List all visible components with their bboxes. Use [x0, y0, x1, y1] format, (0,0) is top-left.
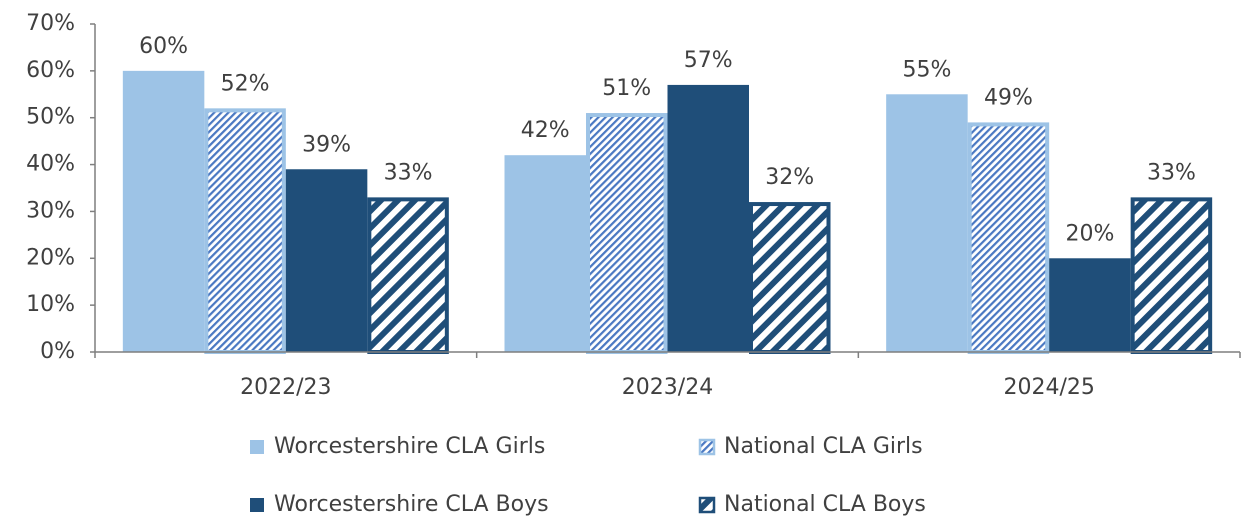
bar — [886, 94, 968, 353]
bar — [749, 202, 831, 354]
legend-swatch — [250, 440, 264, 454]
data-label: 60% — [139, 34, 188, 59]
y-tick-label: 10% — [26, 292, 75, 317]
x-tick-label: 2022/23 — [240, 375, 331, 400]
data-label: 20% — [1065, 221, 1114, 246]
legend-label: Worcestershire CLA Girls — [274, 434, 545, 459]
y-tick-label: 0% — [40, 339, 75, 364]
legend-label: National CLA Girls — [724, 434, 923, 459]
data-label: 39% — [302, 132, 351, 157]
data-label: 42% — [521, 118, 570, 143]
y-tick-label: 70% — [26, 11, 75, 36]
y-tick-label: 30% — [26, 198, 75, 223]
legend-swatch — [698, 496, 716, 514]
data-label: 52% — [221, 71, 270, 96]
bar — [967, 122, 1050, 355]
x-tick-label: 2024/25 — [1003, 375, 1094, 400]
bar — [285, 169, 368, 352]
bar — [586, 113, 668, 355]
y-tick-label: 20% — [26, 245, 75, 270]
data-label: 55% — [902, 57, 951, 82]
bar — [1130, 197, 1213, 354]
bar — [667, 84, 749, 353]
legend-label: Worcestershire CLA Boys — [274, 492, 549, 517]
data-label: 57% — [684, 48, 733, 73]
x-tick-label: 2023/24 — [622, 375, 713, 400]
legend-label: National CLA Boys — [724, 492, 926, 517]
y-tick-label: 40% — [26, 152, 75, 177]
legend-swatch — [698, 438, 716, 456]
bar — [122, 70, 205, 352]
bar — [367, 197, 449, 354]
data-label: 32% — [765, 165, 814, 190]
bar — [204, 108, 286, 355]
data-label: 33% — [1147, 160, 1196, 185]
bar — [1049, 258, 1131, 352]
data-label: 49% — [984, 85, 1033, 110]
y-tick-label: 60% — [26, 58, 75, 83]
data-label: 51% — [602, 76, 651, 101]
data-label: 33% — [384, 160, 433, 185]
bar — [504, 155, 586, 352]
legend-swatch — [250, 498, 264, 512]
y-tick-label: 50% — [26, 105, 75, 130]
